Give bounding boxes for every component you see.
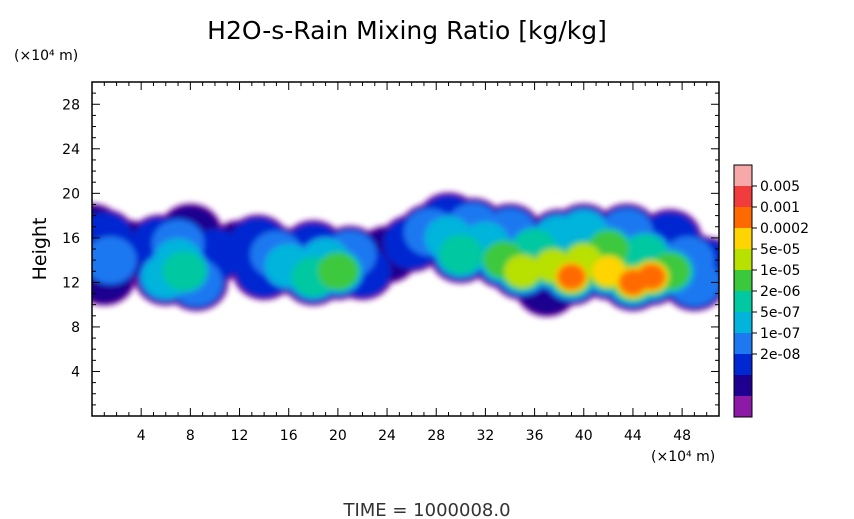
x-axis-unit: (×10⁴ m) bbox=[651, 449, 715, 465]
field-cell-42-level-8 bbox=[592, 256, 625, 286]
field-cell-33-level-7 bbox=[504, 254, 541, 288]
colorbar: 0.005 0.001 0.0002 5e-05 1e-05 2e-06 5e-07 1e-0… bbox=[733, 164, 809, 418]
x-tick-label: 20 bbox=[329, 428, 347, 444]
field-cell-28-level-5 bbox=[438, 234, 483, 275]
x-tick-label: 4 bbox=[137, 428, 146, 444]
y-tick-label: 20 bbox=[62, 186, 80, 202]
x-tick-label: 44 bbox=[624, 428, 642, 444]
time-footer: TIME = 1000008.0 bbox=[342, 500, 510, 519]
chart-title: H2O-s-Rain Mixing Ratio [kg/kg] bbox=[207, 16, 607, 45]
colorbar-swatch-6 bbox=[734, 291, 752, 312]
field-cell-2-level-3 bbox=[92, 236, 137, 284]
colorbar-label: 5e-05 bbox=[760, 242, 800, 258]
colorbar-label: 2e-08 bbox=[760, 347, 800, 363]
colorbar-swatch-3 bbox=[734, 228, 752, 249]
y-tick-label: 24 bbox=[62, 142, 80, 158]
colorbar-swatch-11 bbox=[734, 396, 752, 417]
colorbar-swatch-1 bbox=[734, 186, 752, 207]
colorbar-label: 5e-07 bbox=[760, 305, 800, 321]
colorbar-label: 2e-06 bbox=[760, 284, 800, 300]
x-tick-label: 48 bbox=[673, 428, 691, 444]
colorbar-swatch-9 bbox=[734, 354, 752, 375]
y-tick-label: 12 bbox=[62, 275, 80, 291]
x-tick-label: 16 bbox=[280, 428, 298, 444]
colorbar-swatch-2 bbox=[734, 207, 752, 228]
x-tick-label: 24 bbox=[378, 428, 396, 444]
colorbar-swatch-0 bbox=[734, 165, 752, 186]
y-tick-label: 8 bbox=[71, 320, 80, 336]
field-cell-37-level-9 bbox=[557, 263, 586, 290]
field-cell-20-level-6 bbox=[317, 253, 359, 290]
colorbar-swatch-5 bbox=[734, 270, 752, 291]
x-tick-label: 40 bbox=[575, 428, 593, 444]
x-tick-label: 36 bbox=[526, 428, 544, 444]
x-tick-label: 12 bbox=[231, 428, 249, 444]
colorbar-label: 1e-05 bbox=[760, 263, 800, 279]
x-axis: 4 8 12 16 20 24 28 32 36 40 44 48 bbox=[91, 82, 720, 444]
y-tick-label: 4 bbox=[71, 364, 80, 380]
x-tick-label: 32 bbox=[476, 428, 494, 444]
field-cell-44-level-9 bbox=[637, 263, 666, 290]
x-tick-label: 8 bbox=[186, 428, 195, 444]
y-tick-label: 28 bbox=[62, 97, 80, 113]
y-axis: 4 8 12 16 20 24 28 bbox=[62, 81, 719, 417]
y-axis-label: Height bbox=[29, 218, 51, 281]
colorbar-label: 1e-07 bbox=[760, 326, 800, 342]
x-tick-label: 28 bbox=[427, 428, 445, 444]
colorbar-label: 0.001 bbox=[760, 200, 800, 216]
colorbar-swatch-7 bbox=[734, 312, 752, 333]
field-cell-8-level-5 bbox=[162, 251, 207, 292]
colorbar-swatch-8 bbox=[734, 333, 752, 354]
rain-field bbox=[92, 192, 719, 317]
colorbar-swatch-4 bbox=[734, 249, 752, 270]
colorbar-label: 0.0002 bbox=[760, 221, 809, 237]
colorbar-swatch-10 bbox=[734, 375, 752, 396]
colorbar-label: 0.005 bbox=[760, 179, 800, 195]
y-tick-label: 16 bbox=[62, 231, 80, 247]
y-axis-unit: (×10⁴ m) bbox=[14, 48, 78, 64]
